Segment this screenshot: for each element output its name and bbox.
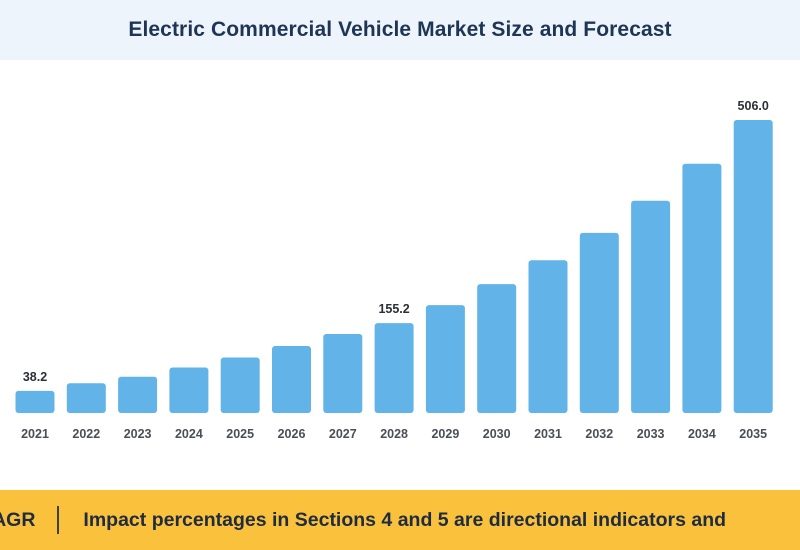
bars-layer [15, 120, 773, 413]
bar-2023 [118, 376, 158, 413]
x-tick-label: 2022 [72, 427, 100, 441]
x-tick-label: 2033 [637, 427, 665, 441]
banner-divider [57, 506, 60, 534]
bar-2029 [425, 305, 465, 413]
x-tick-label: 2032 [585, 427, 613, 441]
x-tick-label: 2035 [739, 427, 767, 441]
x-tick-label: 2031 [534, 427, 562, 441]
cagr-banner: CAGR Impact percentages in Sections 4 an… [0, 490, 800, 550]
data-label-2028: 155.2 [378, 302, 409, 316]
bar-2034 [682, 163, 722, 413]
bar-2021 [15, 390, 55, 413]
banner-label: CAGR [0, 508, 36, 531]
x-tick-label: 2024 [175, 427, 203, 441]
x-tick-label: 2034 [688, 427, 716, 441]
bar-2027 [323, 334, 363, 413]
x-tick-label: 2030 [483, 427, 511, 441]
title-band: Electric Commercial Vehicle Market Size … [0, 0, 800, 60]
x-tick-label: 2026 [278, 427, 306, 441]
bar-2024 [169, 367, 209, 413]
bar-2033 [631, 200, 671, 413]
x-tick-label: 2027 [329, 427, 357, 441]
banner-text: Impact percentages in Sections 4 and 5 a… [83, 508, 727, 531]
x-tick-label: 2021 [21, 427, 49, 441]
bar-2030 [477, 284, 517, 413]
x-tick-label: 2023 [124, 427, 152, 441]
bar-2032 [579, 232, 619, 413]
data-label-2035: 506.0 [738, 99, 769, 113]
x-tick-label: 2029 [431, 427, 459, 441]
x-axis-ticks: 2021 2022 2023 2024 2025 2026 2027 2028 2029 2030… [21, 427, 767, 441]
bar-2031 [528, 260, 568, 413]
bar-2035 [733, 120, 773, 413]
chart-title: Electric Commercial Vehicle Market Size … [128, 18, 672, 41]
bar-2026 [272, 346, 311, 413]
bar-2025 [220, 357, 260, 413]
data-labels-layer: 38.2 155.2 506.0 [23, 99, 769, 384]
bar-2022 [66, 383, 106, 413]
bar-2028 [374, 323, 414, 413]
x-tick-label: 2025 [226, 427, 254, 441]
x-tick-label: 2028 [380, 427, 408, 441]
data-label-2021: 38.2 [23, 370, 47, 384]
